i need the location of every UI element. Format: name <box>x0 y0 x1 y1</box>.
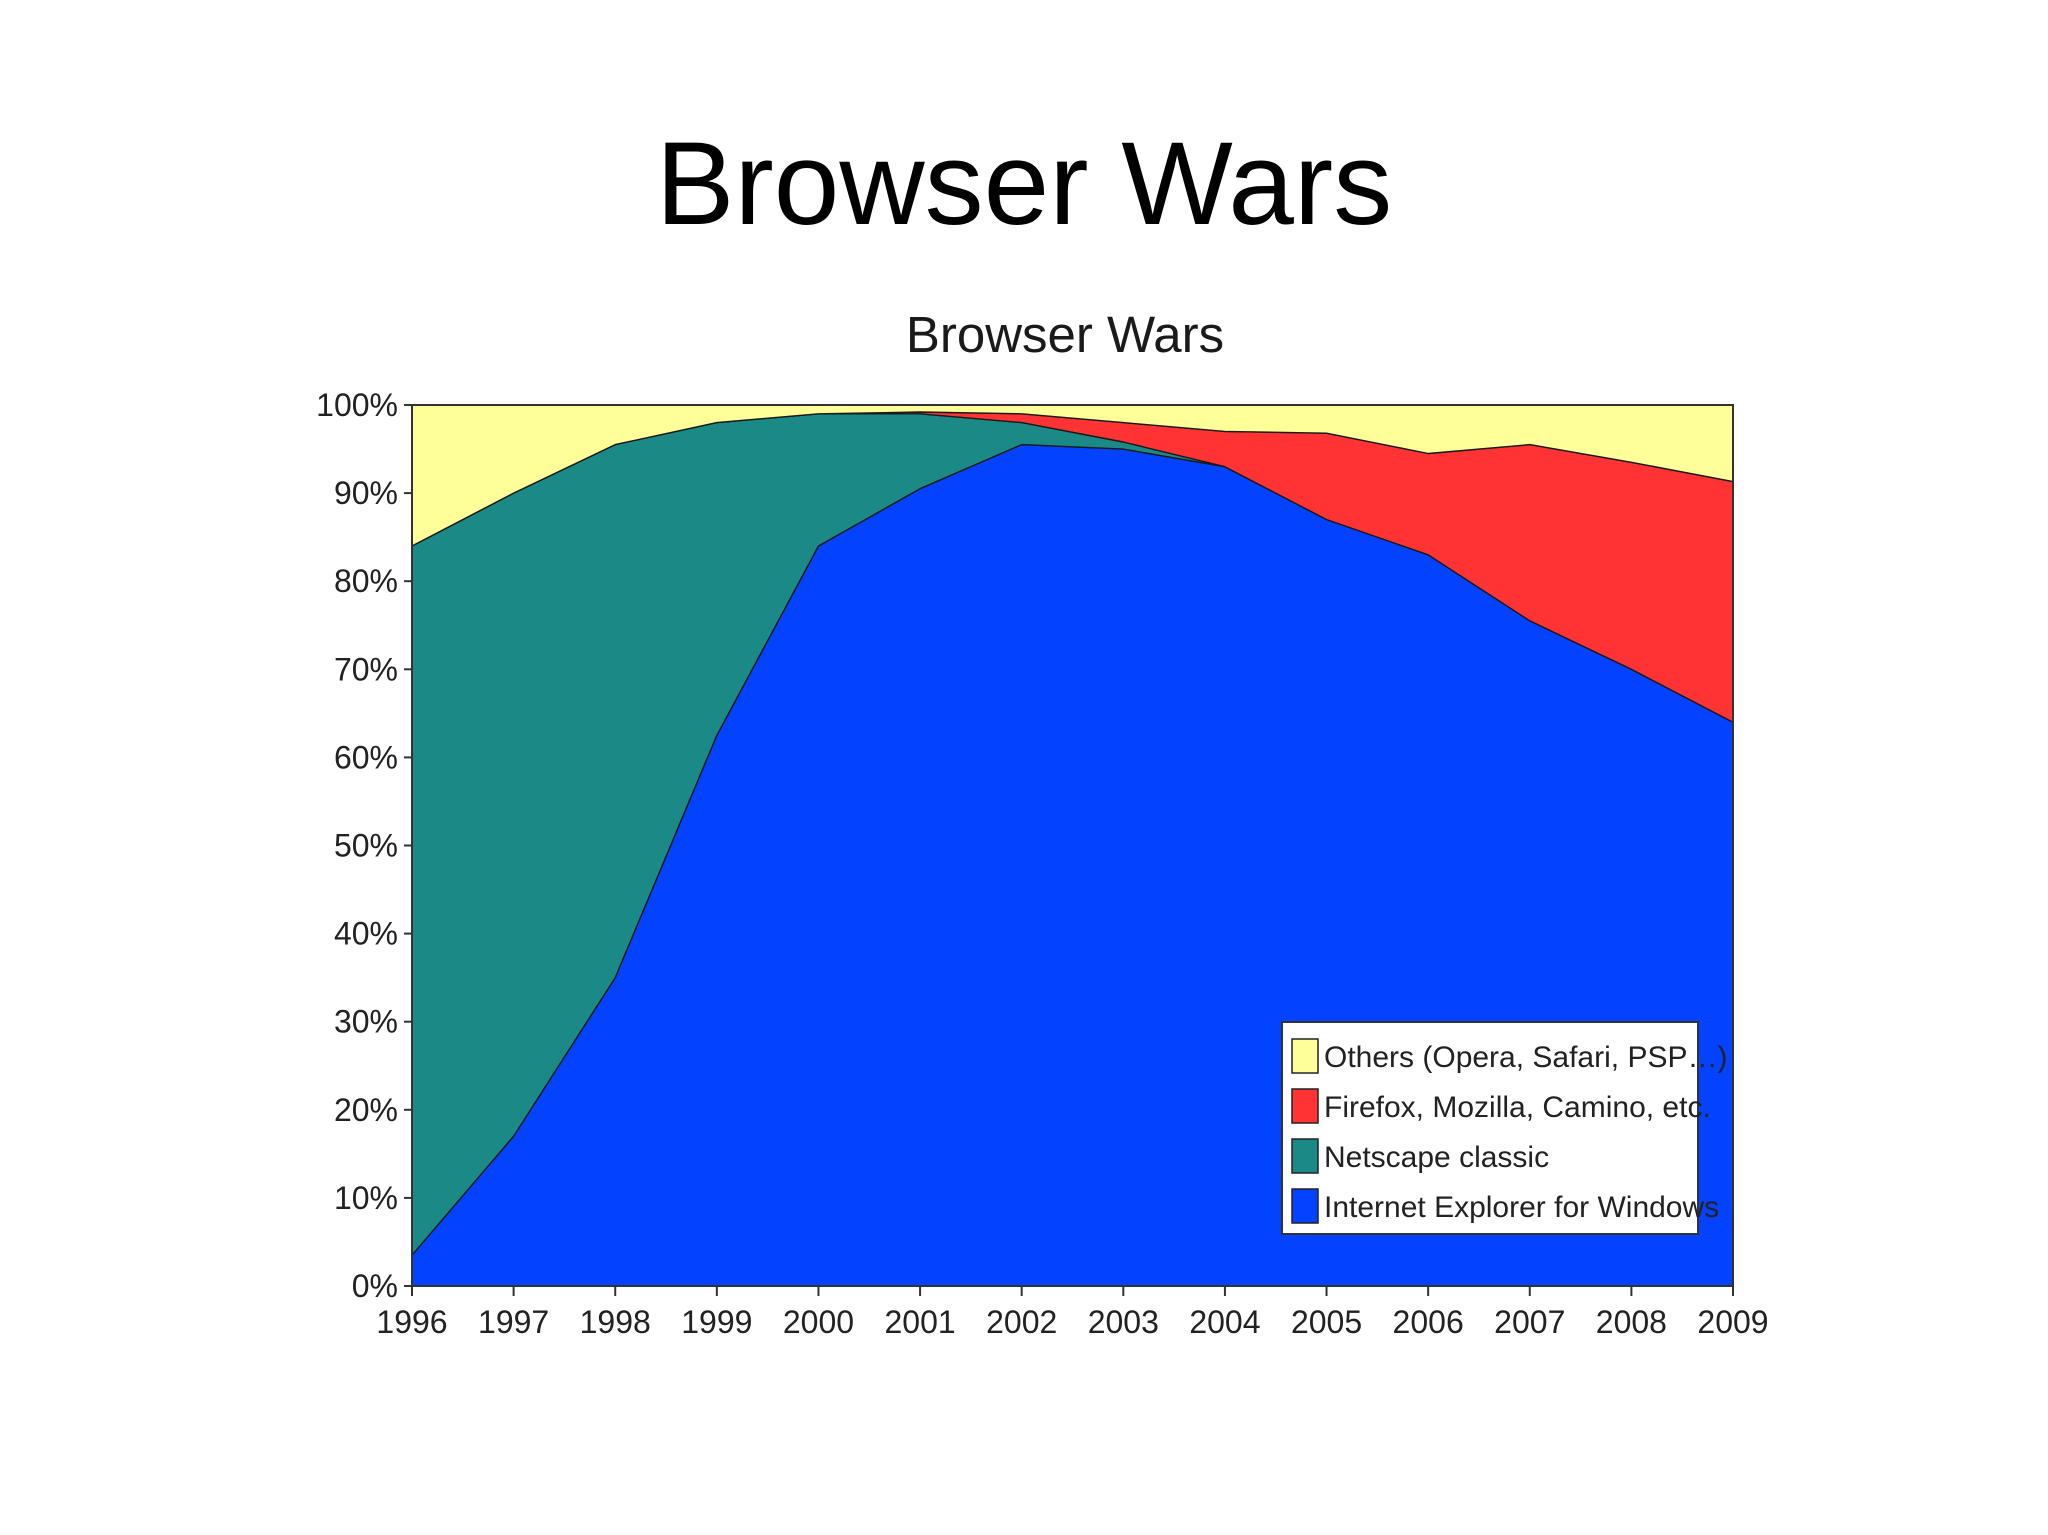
y-tick-label: 30% <box>334 1004 398 1040</box>
y-tick-label: 20% <box>334 1092 398 1128</box>
chart-title: Browser Wars <box>906 306 1224 363</box>
x-tick-label: 2007 <box>1494 1304 1565 1340</box>
x-tick-label: 1996 <box>376 1304 447 1340</box>
x-tick-label: 1999 <box>681 1304 752 1340</box>
x-tick-label: 2002 <box>986 1304 1057 1340</box>
y-tick-label: 50% <box>334 828 398 864</box>
legend-box <box>1281 1021 1699 1235</box>
x-tick-label: 2008 <box>1596 1304 1667 1340</box>
x-tick-label: 2004 <box>1189 1304 1260 1340</box>
x-tick-label: 2005 <box>1291 1304 1362 1340</box>
slide-title: Browser Wars <box>655 118 1393 250</box>
x-tick-label: 2003 <box>1088 1304 1159 1340</box>
x-tick-label: 1998 <box>580 1304 651 1340</box>
y-tick-label: 70% <box>334 651 398 687</box>
legend-label: Internet Explorer for Windows <box>1324 1191 1719 1224</box>
legend-swatch <box>1291 1038 1319 1074</box>
x-tick-label: 2001 <box>884 1304 955 1340</box>
y-tick-label: 80% <box>334 563 398 599</box>
y-tick-label: 60% <box>334 739 398 775</box>
y-tick-label: 10% <box>334 1180 398 1216</box>
legend-swatch <box>1291 1188 1319 1224</box>
y-tick-label: 0% <box>352 1268 398 1304</box>
legend-label: Firefox, Mozilla, Camino, etc. <box>1324 1091 1711 1124</box>
x-tick-label: 2000 <box>783 1304 854 1340</box>
y-tick-label: 40% <box>334 916 398 952</box>
legend-swatch <box>1291 1088 1319 1124</box>
x-tick-label: 2009 <box>1697 1304 1768 1340</box>
y-tick-label: 100% <box>316 387 398 423</box>
x-tick-label: 2006 <box>1393 1304 1464 1340</box>
x-tick-label: 1997 <box>478 1304 549 1340</box>
axes: 0% 10% 20% 30% 40% 50% 60% 70% 80% 90% 100% 1996 199… <box>316 387 1768 1340</box>
legend: Others (Opera, Safari, PSP…) Firefox, Moz… <box>1281 1021 1727 1235</box>
legend-label: Others (Opera, Safari, PSP…) <box>1324 1041 1727 1074</box>
legend-swatch <box>1291 1138 1319 1174</box>
y-tick-label: 90% <box>334 475 398 511</box>
legend-label: Netscape classic <box>1324 1141 1549 1174</box>
